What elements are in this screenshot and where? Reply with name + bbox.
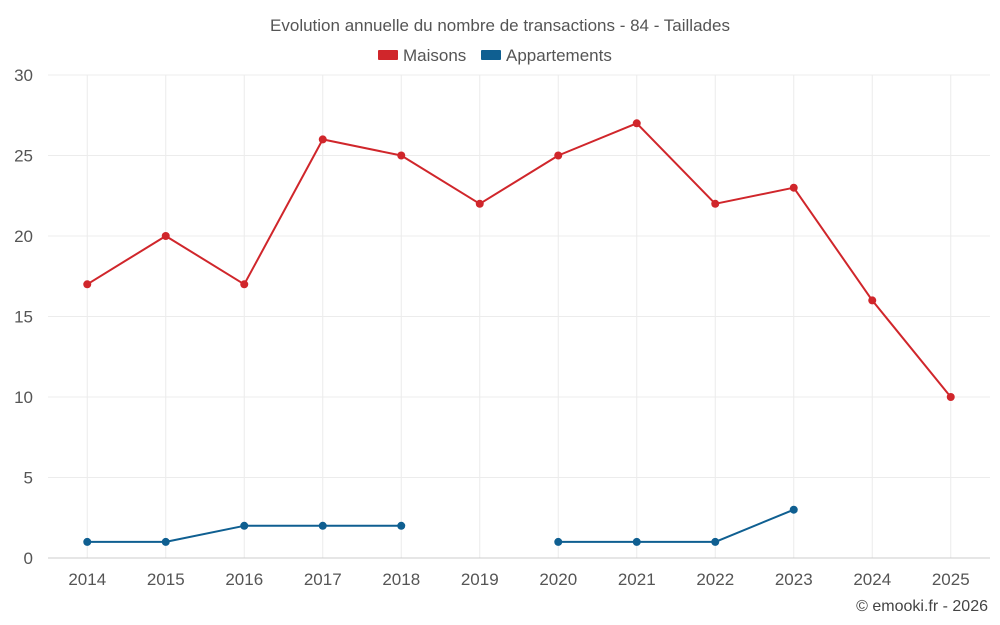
grid (48, 74, 990, 558)
series-appartements (83, 505, 798, 546)
x-tick-label: 2014 (68, 570, 106, 589)
legend-label-maisons: Maisons (403, 46, 466, 65)
data-point[interactable] (318, 135, 327, 144)
data-point[interactable] (240, 521, 249, 530)
data-point[interactable] (632, 119, 641, 128)
x-tick-label: 2022 (696, 570, 734, 589)
y-tick-label: 15 (14, 308, 33, 327)
x-tick-label: 2021 (618, 570, 656, 589)
x-tick-label: 2025 (932, 570, 970, 589)
y-tick-label: 10 (14, 388, 33, 407)
data-point[interactable] (83, 280, 92, 289)
x-tick-label: 2018 (382, 570, 420, 589)
legend-label-appartements: Appartements (506, 46, 612, 65)
data-point[interactable] (711, 199, 720, 208)
data-point[interactable] (161, 537, 170, 546)
data-point[interactable] (161, 232, 170, 240)
data-point[interactable] (711, 537, 720, 546)
y-tick-label: 5 (24, 469, 33, 488)
x-tick-label: 2019 (461, 570, 499, 589)
x-tick-label: 2020 (539, 570, 577, 589)
y-tick-label: 20 (14, 227, 33, 246)
series-line (86, 122, 952, 398)
y-tick-label: 25 (14, 147, 33, 166)
data-point[interactable] (397, 151, 406, 160)
data-point[interactable] (240, 280, 249, 289)
credit-text: © emooki.fr - 2026 (856, 598, 988, 615)
data-point[interactable] (554, 537, 563, 546)
data-point[interactable] (475, 199, 484, 208)
series-line (558, 508, 795, 543)
data-point[interactable] (868, 296, 877, 305)
legend-item-maisons[interactable]: Maisons (378, 46, 466, 65)
series-maisons (83, 119, 955, 401)
data-point[interactable] (632, 537, 641, 546)
x-tick-label: 2017 (304, 570, 342, 589)
x-tick-label: 2024 (853, 570, 891, 589)
legend-swatch-appartements (481, 50, 501, 60)
data-point[interactable] (946, 393, 955, 401)
y-tick-label: 0 (24, 549, 33, 568)
x-tick-label: 2016 (225, 570, 263, 589)
data-point[interactable] (318, 521, 327, 530)
x-tick-label: 2023 (775, 570, 813, 589)
series (83, 119, 955, 546)
legend[interactable]: Maisons Appartements (378, 46, 612, 65)
data-point[interactable] (554, 151, 563, 160)
data-point[interactable] (789, 505, 798, 514)
y-tick-label: 30 (14, 66, 33, 85)
legend-swatch-maisons (378, 50, 398, 60)
x-tick-label: 2015 (147, 570, 185, 589)
data-point[interactable] (397, 521, 406, 530)
legend-item-appartements[interactable]: Appartements (481, 46, 612, 65)
data-point[interactable] (789, 183, 798, 192)
chart-title: Evolution annuelle du nombre de transact… (270, 16, 730, 35)
data-point[interactable] (83, 537, 92, 546)
